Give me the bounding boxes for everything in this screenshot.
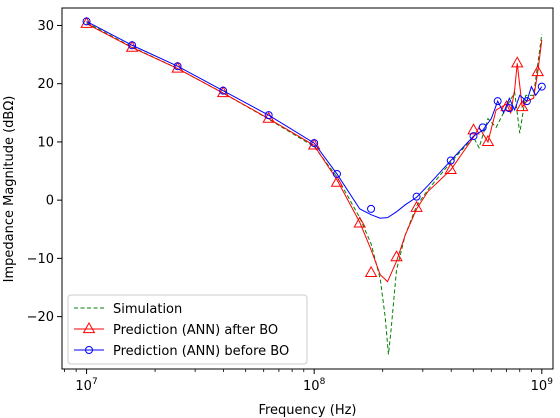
data-point [493, 97, 502, 106]
legend-frame [67, 294, 308, 365]
x-axis-label: Frequency (Hz) [258, 403, 356, 418]
data-point [367, 204, 376, 213]
data-point [444, 162, 458, 174]
data-point [330, 175, 344, 187]
series-2 [80, 16, 545, 283]
y-tick-label: −10 [27, 252, 54, 267]
data-point [412, 192, 421, 201]
series-layer [80, 16, 546, 355]
data-point [481, 134, 495, 147]
legend-marker [82, 321, 96, 334]
series-1 [86, 22, 543, 355]
data-point [173, 62, 182, 71]
series-line [86, 20, 543, 219]
data-point [390, 250, 403, 262]
data-point [510, 56, 524, 68]
x-tick-label: 109 [531, 377, 554, 394]
series-line [86, 23, 543, 283]
legend-label: Prediction (ANN) before BO [113, 344, 289, 359]
data-point [128, 41, 137, 50]
legend-label: Simulation [113, 302, 182, 317]
data-point [531, 65, 545, 77]
data-point [515, 99, 529, 112]
data-point [478, 123, 487, 132]
plot-frame [61, 7, 554, 370]
axis-layer: 107 108 109 30 20 10 0 −10 −20 [27, 19, 554, 394]
legend-marker [85, 346, 93, 354]
data-point [537, 82, 546, 91]
y-tick-label: −20 [27, 310, 54, 325]
legend: Simulation Prediction (ANN) after BO Predi… [67, 294, 308, 365]
data-point [82, 17, 91, 26]
y-tick-label: 10 [37, 135, 54, 150]
data-point [469, 132, 478, 141]
x-tick-label: 108 [303, 377, 326, 394]
legend-label: Prediction (ANN) after BO [113, 323, 278, 338]
y-axis-label: Impedance Magnitude (dBΩ) [2, 96, 17, 283]
data-point [264, 111, 273, 120]
y-tick-label: 0 [46, 194, 54, 209]
data-point [332, 169, 341, 178]
data-point [353, 216, 366, 228]
data-point [410, 200, 423, 212]
x-tick-label: 107 [75, 377, 97, 394]
data-point [446, 156, 455, 165]
data-point [467, 123, 480, 135]
data-point [307, 138, 321, 150]
data-point [364, 265, 378, 278]
data-point [219, 86, 228, 95]
y-tick-label: 30 [37, 19, 54, 34]
series-line [86, 22, 543, 355]
data-point [522, 97, 531, 106]
data-point [505, 104, 514, 113]
y-tick-label: 20 [37, 77, 54, 92]
series-3 [82, 17, 546, 219]
data-point [310, 139, 319, 148]
